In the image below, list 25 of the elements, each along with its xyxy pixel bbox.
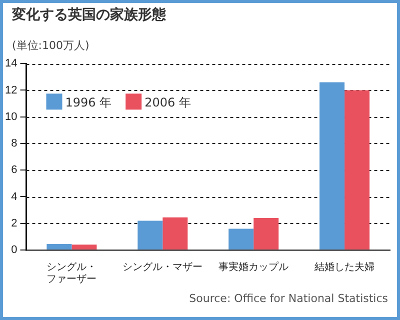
y-tick-label: 8: [11, 138, 18, 150]
x-tick-label: シングル・ファーザー: [46, 262, 97, 285]
y-axis-title: (単位:100万人): [12, 38, 90, 53]
chart-title: 変化する英国の家族形態: [12, 6, 166, 24]
source-note: Source: Office for National Statistics: [189, 292, 388, 305]
legend-label: 2006 年: [144, 96, 191, 110]
y-tick-label: 2: [11, 217, 18, 230]
y-tick-label: 12: [4, 84, 18, 96]
y-tick-label: 10: [4, 110, 18, 123]
y-tick-label: 6: [11, 164, 18, 176]
x-tick-label: 事実婚カップル: [218, 260, 289, 273]
bar: [46, 244, 72, 250]
bar: [162, 217, 188, 250]
y-tick-label: 0: [11, 244, 18, 256]
y-tick-label: 14: [4, 58, 18, 70]
bar: [254, 218, 279, 250]
bar: [344, 90, 370, 250]
x-tick-label: 結婚した夫婦: [314, 260, 375, 273]
x-tick-label: シングル・マザー: [122, 262, 203, 273]
bar: [320, 82, 345, 250]
y-tick-label: 4: [11, 190, 18, 203]
legend-label: 1996 年: [65, 96, 112, 110]
bar: [138, 220, 163, 250]
bar: [228, 228, 254, 250]
bar: [72, 244, 97, 250]
